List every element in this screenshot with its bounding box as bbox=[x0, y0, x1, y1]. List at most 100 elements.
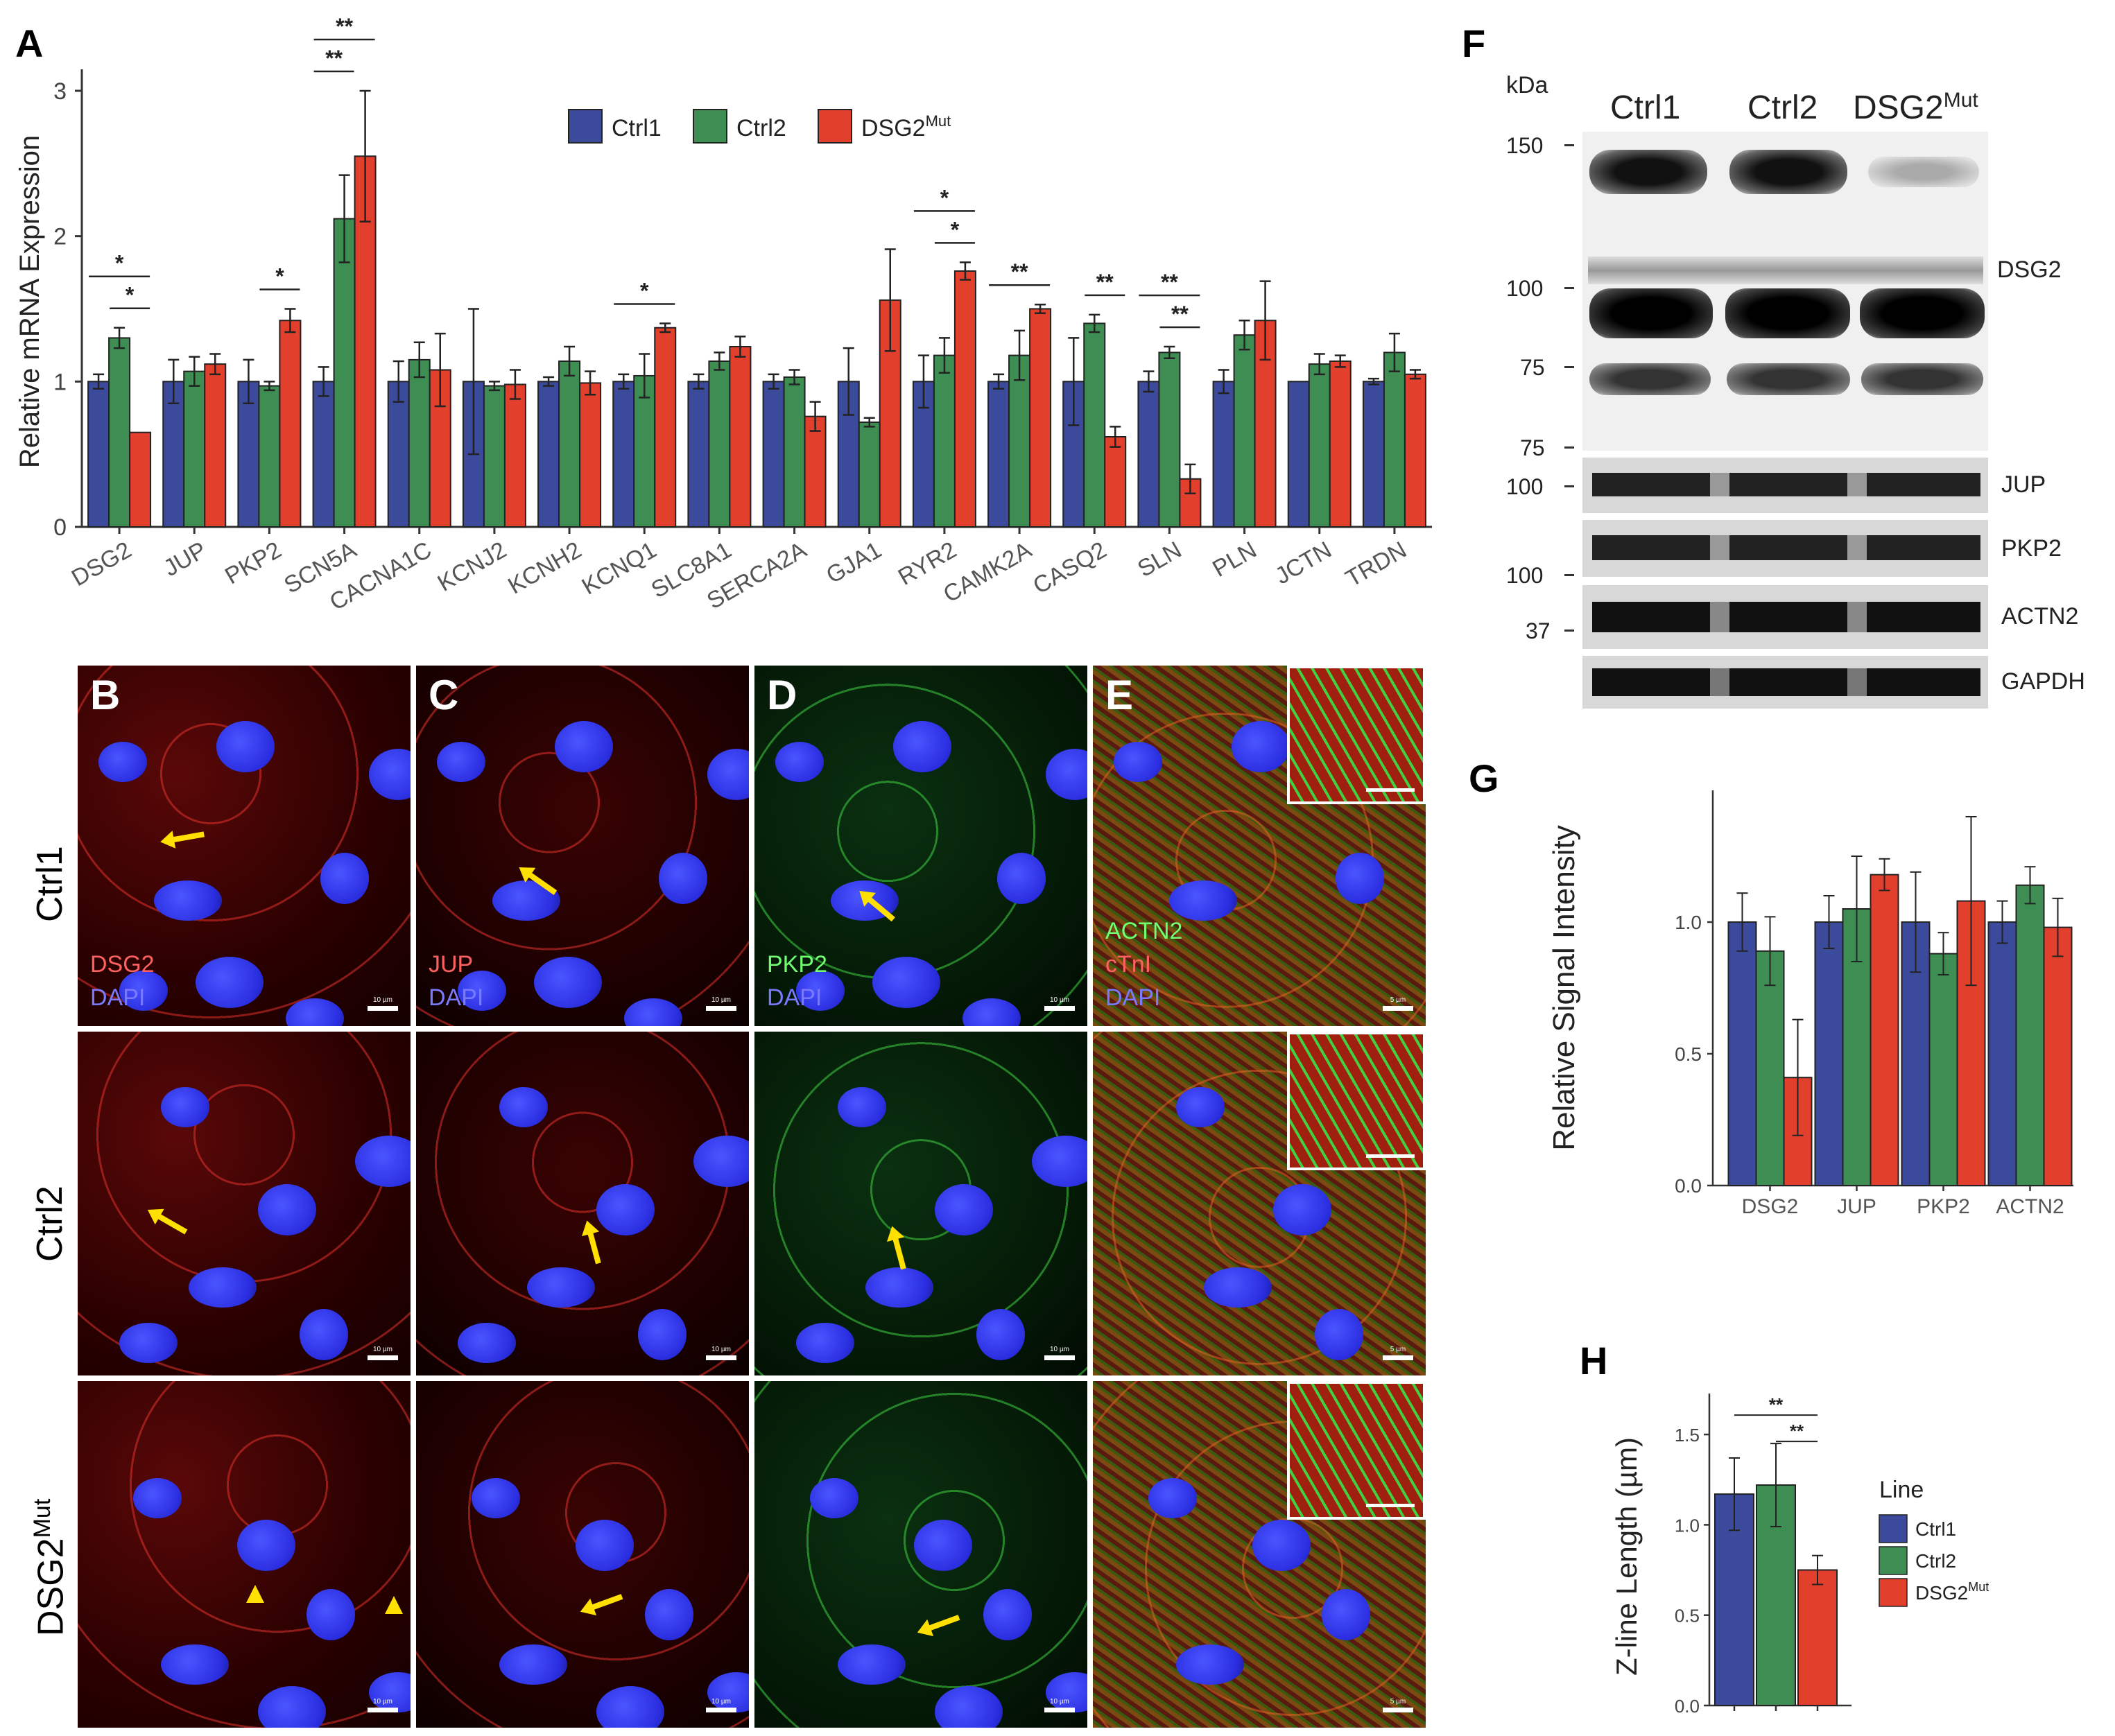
protein-label-pkp2: PKP2 bbox=[2001, 535, 2062, 562]
panel-letter-c: C bbox=[429, 672, 459, 718]
bar-kcnh2-dsg2mut bbox=[579, 382, 602, 528]
nucleus bbox=[307, 1589, 355, 1640]
y-tick-label: 0.5 bbox=[1675, 1043, 1702, 1065]
nucleus bbox=[796, 1323, 854, 1363]
stain-label-actn2: ACTN2 bbox=[1105, 918, 1183, 944]
blot-actn2 bbox=[1582, 585, 1988, 649]
bar-sln-dsg2mut bbox=[1179, 478, 1202, 528]
scale-bar-label: 5 µm bbox=[1390, 1698, 1406, 1705]
bar-cacna1c-ctrl1 bbox=[387, 381, 410, 528]
lane-label-ctrl2: Ctrl2 bbox=[1747, 89, 1818, 126]
nucleus bbox=[1114, 742, 1162, 782]
micrograph-d-row3: 10 µm bbox=[754, 1381, 1087, 1728]
scale-bar bbox=[1044, 1355, 1075, 1360]
blot-pkp2 bbox=[1582, 520, 1988, 577]
nucleus bbox=[369, 1672, 411, 1712]
nucleus bbox=[707, 749, 749, 800]
stain-label-dapi: DAPI bbox=[1105, 984, 1161, 1011]
legend-title: Line bbox=[1879, 1477, 1924, 1503]
y-axis-label: Z-line Length (µm) bbox=[1610, 1437, 1643, 1676]
nucleus bbox=[796, 971, 845, 1011]
bar-jup-ctrl2 bbox=[183, 370, 206, 528]
nucleus bbox=[320, 853, 369, 904]
legend-swatch-2 bbox=[818, 109, 852, 144]
nucleus bbox=[693, 1136, 749, 1187]
micrograph-d-row1: D PKP2 DAPI 10 µm bbox=[754, 666, 1087, 1026]
zoom-inset bbox=[1287, 1381, 1426, 1520]
y-tick-label: 0.5 bbox=[1675, 1606, 1700, 1626]
significance-marker: ** bbox=[336, 14, 353, 39]
panel-letter-g: G bbox=[1469, 756, 1499, 800]
stain-label-dapi: DAPI bbox=[429, 984, 484, 1011]
significance-marker: * bbox=[940, 185, 949, 210]
scale-bar bbox=[706, 1708, 736, 1712]
bar-kcnq1-ctrl2 bbox=[633, 374, 656, 528]
panel-letter-d: D bbox=[767, 672, 797, 718]
y-tick-label: 1.0 bbox=[1675, 912, 1702, 933]
nucleus bbox=[555, 721, 613, 772]
nucleus bbox=[196, 957, 264, 1008]
signal-intensity-chart: 0.0 0.5 1.0 Relative Signal Intensity DSG2 JU… bbox=[1547, 790, 2073, 1218]
legend-label-2: DSG2Mut bbox=[861, 112, 951, 141]
y-tick-label: 3 bbox=[53, 78, 67, 105]
panel-letter-a: A bbox=[15, 21, 44, 65]
nucleus bbox=[893, 721, 951, 772]
x-tick-label: JUP bbox=[159, 537, 212, 582]
arrowhead-marker bbox=[385, 1596, 403, 1614]
nucleus bbox=[355, 1136, 411, 1187]
bar-serca2a-ctrl2 bbox=[783, 376, 806, 528]
scale-bar bbox=[368, 1006, 398, 1011]
bar-actn2-ctrl1 bbox=[1987, 921, 2017, 1186]
bar-pkp2-ctrl1 bbox=[237, 381, 260, 528]
bar-kcnj2-dsg2mut bbox=[503, 383, 526, 528]
bar-pln-ctrl2 bbox=[1233, 334, 1256, 528]
significance-marker: ** bbox=[1096, 270, 1114, 295]
scale-bar-label: 10 µm bbox=[1050, 996, 1069, 1004]
bar-camk2a-ctrl1 bbox=[987, 381, 1010, 528]
x-tick-label: KCNH2 bbox=[503, 537, 586, 600]
scale-bar bbox=[706, 1355, 736, 1360]
nucleus bbox=[872, 957, 940, 1008]
nucleus bbox=[596, 1184, 655, 1235]
nucleus bbox=[576, 1520, 634, 1571]
marker-100-b: 100 bbox=[1506, 474, 1544, 499]
significance-marker: * bbox=[951, 217, 960, 242]
scale-bar-label: 10 µm bbox=[711, 996, 731, 1004]
nucleus bbox=[458, 1323, 516, 1363]
bar-slc8a1-ctrl2 bbox=[708, 360, 731, 528]
bar-pkp2-ctrl2 bbox=[1928, 953, 1958, 1186]
nucleus bbox=[286, 998, 344, 1026]
legend-swatch-0 bbox=[1879, 1514, 1908, 1543]
legend-label-2: DSG2Mut bbox=[1915, 1580, 1989, 1604]
nucleus bbox=[935, 1686, 1003, 1728]
bar-jup-dsg2mut bbox=[204, 363, 227, 528]
scale-bar-label: 5 µm bbox=[1390, 1346, 1406, 1353]
row-label-ctrl2: Ctrl2 bbox=[30, 1186, 70, 1262]
y-tick-label: 0.0 bbox=[1675, 1696, 1700, 1717]
y-tick-label: 0 bbox=[53, 514, 67, 541]
x-tick-label: PLN bbox=[1208, 537, 1261, 582]
significance-marker: ** bbox=[1769, 1394, 1784, 1415]
zline-length-chart: 0.0 0.5 1.0 1.5 Z-line Length (µm) ** ** Line Ct… bbox=[1610, 1394, 1989, 1717]
bar-kcnq1-ctrl1 bbox=[612, 381, 635, 528]
significance-marker: * bbox=[126, 283, 135, 308]
nucleus bbox=[1176, 1087, 1225, 1127]
stain-label-jup: JUP bbox=[429, 951, 474, 978]
nucleus bbox=[458, 971, 506, 1011]
y-axis-label: Relative Signal Intensity bbox=[1547, 825, 1581, 1151]
scale-bar-label: 10 µm bbox=[1050, 1698, 1069, 1705]
nucleus bbox=[258, 1184, 316, 1235]
significance-marker: * bbox=[640, 278, 649, 303]
x-tick-label: JUP bbox=[1837, 1195, 1876, 1218]
nucleus bbox=[1315, 1309, 1363, 1360]
nucleus bbox=[154, 880, 222, 921]
significance-marker: * bbox=[275, 263, 284, 288]
bar-dsg2-ctrl2 bbox=[1755, 950, 1785, 1186]
nucleus bbox=[645, 1589, 693, 1640]
nucleus bbox=[865, 1267, 933, 1308]
micrograph-b-row3: 10 µm bbox=[78, 1381, 411, 1728]
legend-swatch-1 bbox=[1879, 1546, 1908, 1575]
nucleus bbox=[161, 1644, 229, 1685]
nucleus bbox=[133, 1478, 182, 1518]
significance-marker: * bbox=[115, 251, 124, 276]
